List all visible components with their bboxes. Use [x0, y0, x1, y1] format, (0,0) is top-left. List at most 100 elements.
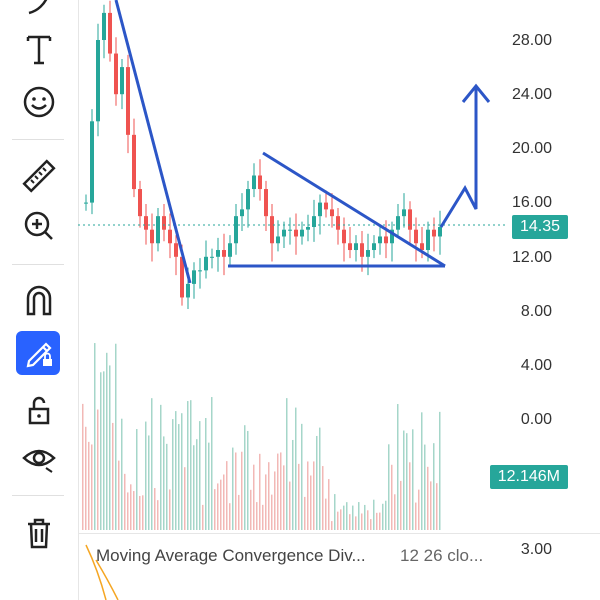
volume-bar — [418, 489, 420, 530]
volume-bar — [277, 453, 279, 530]
volume-bars — [82, 343, 441, 530]
volume-bar — [178, 424, 180, 530]
volume-bar — [88, 441, 90, 530]
draw-lock-icon[interactable] — [0, 328, 78, 378]
volume-bar — [313, 461, 315, 530]
candle-body — [246, 189, 250, 210]
volume-bar — [133, 491, 135, 530]
volume-bar — [136, 429, 138, 530]
volume-bar — [331, 521, 333, 530]
candle-body — [390, 229, 394, 244]
volume-bar — [172, 419, 174, 530]
volume-bar — [226, 461, 228, 530]
candle-body — [354, 243, 358, 251]
volume-bar — [142, 495, 144, 530]
volume-bar — [139, 495, 141, 530]
volume-bar — [280, 452, 282, 530]
volume-bar — [184, 467, 186, 530]
volume-bar — [388, 444, 390, 530]
brush-icon[interactable] — [0, 0, 78, 28]
volume-bar — [286, 398, 288, 530]
volume-bar — [115, 343, 117, 530]
price-tick: 12.00 — [511, 249, 552, 266]
candle-body — [228, 243, 232, 257]
candle-body — [174, 243, 178, 257]
smiley-icon[interactable] — [0, 77, 78, 127]
pane-divider[interactable] — [78, 533, 600, 534]
macd-indicator-label[interactable]: Moving Average Convergence Div... — [96, 546, 366, 565]
toolbar-divider — [12, 139, 64, 140]
candle-body — [102, 12, 106, 40]
candle-body — [408, 209, 412, 230]
volume-bar — [160, 404, 162, 530]
ruler-icon[interactable] — [0, 151, 78, 201]
volume-bar — [97, 409, 99, 530]
candle-body — [282, 229, 286, 237]
volume-bar — [397, 404, 399, 530]
volume-bar — [424, 444, 426, 530]
candle-body — [144, 216, 148, 230]
volume-bar — [343, 505, 345, 530]
candle-body — [120, 67, 124, 95]
price-chart[interactable] — [78, 0, 600, 600]
candle-body — [186, 283, 190, 298]
candle-body — [306, 226, 310, 230]
volume-bar — [376, 512, 378, 530]
volume-bar — [319, 427, 321, 530]
volume-bar — [91, 444, 93, 530]
macd-axis-tick: 3.00 — [520, 541, 552, 558]
candle-body — [138, 189, 142, 217]
volume-bar — [112, 422, 114, 530]
candle-body — [276, 236, 280, 244]
trash-icon[interactable] — [0, 508, 78, 558]
volume-bar — [151, 398, 153, 530]
unlock-icon[interactable] — [0, 385, 78, 435]
volume-bar — [118, 460, 120, 530]
chart-area[interactable]: 28.00 24.00 20.00 16.00 12.00 8.00 4.00 … — [78, 0, 600, 600]
volume-bar — [346, 502, 348, 530]
volume-bar — [181, 413, 183, 530]
volume-bar — [379, 512, 381, 530]
volume-bar — [295, 407, 297, 530]
volume-bar — [394, 494, 396, 530]
price-tick: 4.00 — [520, 357, 552, 374]
volume-bar — [406, 433, 408, 530]
magnet-icon[interactable] — [0, 275, 78, 325]
volume-bar — [367, 510, 369, 530]
candle-body — [156, 216, 160, 244]
volume-bar — [157, 500, 159, 530]
volume-badge: 12.146M — [489, 465, 568, 489]
downtrend-line — [114, 0, 192, 284]
candle-body — [150, 229, 154, 244]
volume-bar — [154, 488, 156, 530]
volume-bar — [166, 443, 168, 530]
volume-bar — [175, 411, 177, 530]
volume-bar — [163, 436, 165, 530]
volume-bar — [298, 463, 300, 530]
volume-bar — [439, 411, 441, 530]
zoom-in-icon[interactable] — [0, 201, 78, 251]
volume-bar — [301, 423, 303, 530]
volume-bar — [220, 479, 222, 530]
candle-body — [258, 175, 262, 190]
price-tick: 24.00 — [511, 86, 552, 103]
text-icon[interactable] — [0, 24, 78, 74]
volume-bar — [148, 435, 150, 530]
volume-bar — [307, 461, 309, 530]
candle-body — [360, 243, 364, 257]
candle-body — [108, 12, 112, 54]
volume-bar — [244, 425, 246, 530]
price-tick: 8.00 — [520, 303, 552, 320]
eye-icon[interactable] — [0, 433, 78, 483]
volume-bar — [103, 371, 105, 530]
volume-bar — [310, 475, 312, 530]
volume-bar — [337, 511, 339, 530]
candle-body — [162, 216, 166, 230]
volume-bar — [262, 504, 264, 530]
candle-body — [180, 256, 184, 298]
candle-body — [318, 202, 322, 217]
candle-body — [252, 175, 256, 190]
volume-bar — [268, 462, 270, 530]
volume-bar — [355, 516, 357, 530]
volume-bar — [214, 489, 216, 530]
